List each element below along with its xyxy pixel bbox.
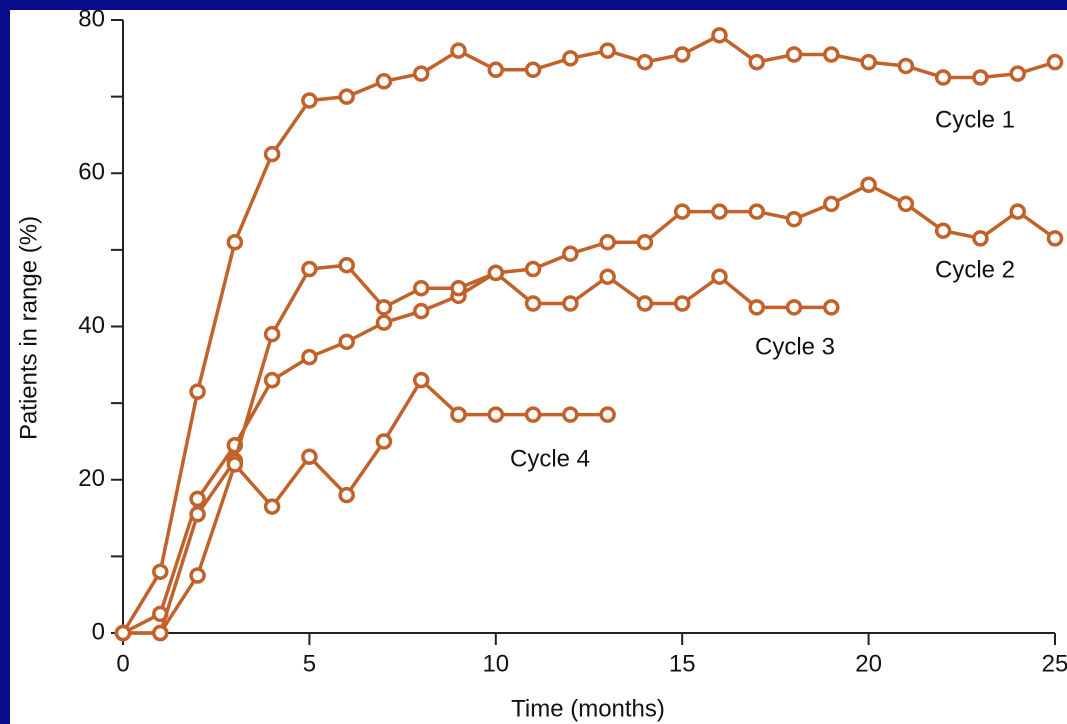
data-point [375,433,393,450]
data-point [711,27,728,44]
data-point [823,195,840,213]
x-tick-label: 0 [116,650,129,677]
data-point [711,268,728,285]
data-point [897,57,915,75]
data-point [189,383,206,400]
data-point [152,624,169,642]
data-point [263,145,281,163]
data-point [375,299,393,316]
data-point [301,260,318,278]
series-label: Cycle 4 [510,445,590,472]
plot-panel [10,10,1067,724]
data-point [263,371,281,389]
data-point [114,624,132,642]
data-point [785,210,803,228]
y-tick-label: 80 [78,5,105,32]
x-tick-label: 10 [482,650,509,677]
data-point [189,505,206,523]
data-point [189,567,206,584]
data-point [226,456,244,473]
data-point [748,299,766,316]
series-label: Cycle 1 [935,106,1015,133]
data-point [562,50,579,67]
y-tick-label: 60 [78,159,105,186]
data-point [338,88,355,105]
data-point [412,302,430,320]
data-point [375,314,393,331]
data-point [599,406,616,423]
data-point [860,176,877,193]
data-point [450,406,467,423]
y-tick-label: 0 [92,618,105,645]
data-point [524,61,542,79]
data-point [1009,203,1026,220]
data-point [599,268,616,285]
data-point [338,333,355,351]
data-point [972,69,989,86]
data-point [450,42,467,59]
data-point [785,299,803,316]
data-point [748,53,766,71]
data-point [301,448,318,466]
data-point [673,46,691,63]
data-point [375,73,393,90]
data-point [487,264,505,282]
data-point [636,233,654,251]
x-tick-label: 25 [1042,650,1067,677]
data-point [301,348,318,366]
data-point [412,65,430,82]
data-point [338,256,355,274]
y-axis-label: Patients in range (%) [15,216,42,440]
data-point [934,69,952,86]
data-point [673,295,691,312]
data-point [897,195,915,213]
x-tick-label: 5 [303,650,316,677]
data-point [263,498,281,515]
series-label: Cycle 3 [755,333,835,360]
data-point [636,295,654,312]
data-point [562,245,579,262]
data-point [562,406,579,423]
data-point [562,295,579,312]
x-tick-label: 20 [855,650,882,677]
data-point [823,299,840,316]
data-point [152,563,169,580]
data-point [226,233,244,251]
data-point [524,406,542,423]
data-point [487,61,505,79]
data-point [487,406,505,423]
x-tick-label: 15 [669,650,696,677]
data-point [1046,230,1064,247]
data-point [711,203,728,220]
data-point [599,42,616,59]
data-point [412,279,430,297]
data-point [748,203,766,220]
y-tick-label: 20 [78,465,105,492]
data-point [263,325,281,343]
data-point [338,486,355,504]
series-label: Cycle 2 [935,256,1015,283]
y-tick-label: 40 [78,312,105,339]
data-point [1046,53,1064,71]
data-point [785,46,803,63]
data-point [823,46,840,63]
data-point [934,222,952,239]
data-point [636,53,654,71]
x-axis-label: Time (months) [511,695,665,722]
data-point [412,371,430,389]
data-point [860,53,877,71]
data-point [1009,65,1026,82]
data-point [450,279,467,297]
data-point [673,203,691,220]
data-point [972,230,989,247]
data-point [524,295,542,312]
data-point [189,490,206,508]
data-point [301,92,318,109]
data-point [599,233,616,251]
data-point [524,260,542,278]
